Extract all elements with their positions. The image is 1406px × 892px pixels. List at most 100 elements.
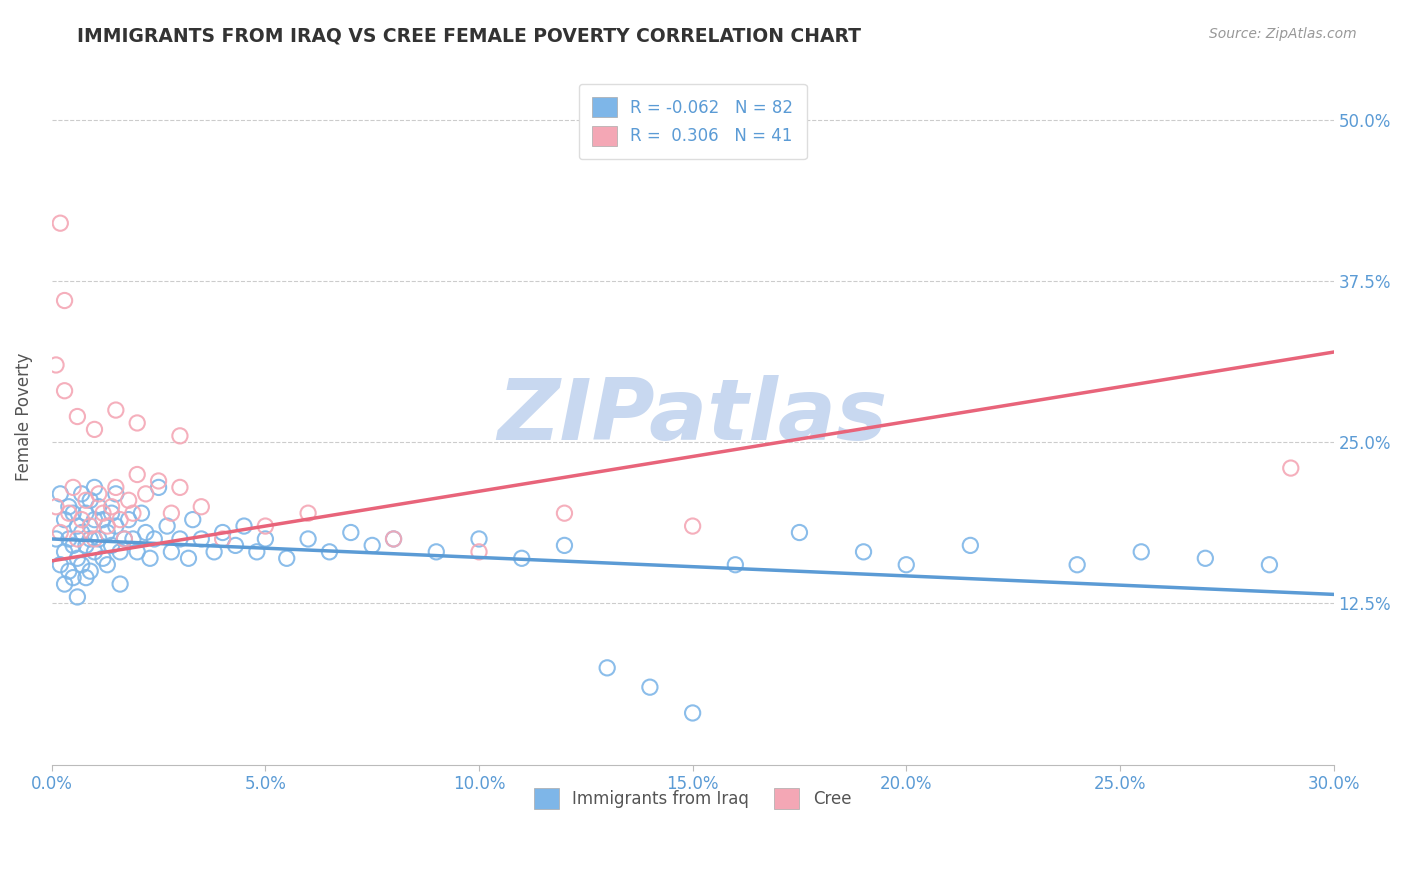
Point: [75, 538, 97, 552]
Point: [127, 416, 149, 430]
Point: [122, 506, 145, 520]
Point: [148, 480, 170, 494]
Point: [468, 545, 491, 559]
Text: IMMIGRANTS FROM IRAQ VS CREE FEMALE POVERTY CORRELATION CHART: IMMIGRANTS FROM IRAQ VS CREE FEMALE POVE…: [77, 27, 862, 45]
Point: [190, 500, 212, 514]
Point: [75, 506, 97, 520]
Point: [91, 506, 114, 520]
Point: [246, 545, 269, 559]
Point: [112, 532, 135, 546]
Point: [53, 545, 76, 559]
Point: [49, 525, 72, 540]
Point: [318, 545, 340, 559]
Point: [91, 513, 114, 527]
Point: [297, 532, 319, 546]
Point: [131, 506, 153, 520]
Point: [53, 513, 76, 527]
Point: [211, 525, 233, 540]
Point: [682, 519, 704, 533]
Point: [100, 500, 122, 514]
Point: [53, 293, 76, 308]
Point: [66, 519, 89, 533]
Point: [118, 493, 141, 508]
Point: [297, 506, 319, 520]
Point: [135, 525, 157, 540]
Point: [91, 551, 114, 566]
Point: [169, 480, 191, 494]
Point: [160, 545, 183, 559]
Point: [53, 384, 76, 398]
Point: [169, 532, 191, 546]
Point: [66, 590, 89, 604]
Point: [49, 558, 72, 572]
Point: [169, 429, 191, 443]
Point: [156, 519, 179, 533]
Point: [118, 513, 141, 527]
Point: [1258, 558, 1281, 572]
Legend: Immigrants from Iraq, Cree: Immigrants from Iraq, Cree: [527, 781, 858, 815]
Point: [724, 558, 747, 572]
Point: [45, 532, 67, 546]
Point: [1194, 551, 1216, 566]
Point: [190, 532, 212, 546]
Point: [83, 480, 105, 494]
Point: [75, 571, 97, 585]
Text: ZIPatlas: ZIPatlas: [498, 375, 887, 458]
Point: [181, 513, 204, 527]
Point: [202, 545, 225, 559]
Point: [553, 506, 575, 520]
Point: [638, 680, 661, 694]
Point: [959, 538, 981, 552]
Point: [108, 513, 131, 527]
Point: [62, 538, 84, 552]
Point: [139, 551, 162, 566]
Point: [160, 506, 183, 520]
Point: [148, 474, 170, 488]
Point: [79, 532, 101, 546]
Point: [361, 538, 384, 552]
Point: [224, 538, 246, 552]
Point: [127, 467, 149, 482]
Point: [49, 216, 72, 230]
Point: [83, 422, 105, 436]
Point: [62, 571, 84, 585]
Text: Source: ZipAtlas.com: Source: ZipAtlas.com: [1209, 27, 1357, 41]
Point: [53, 577, 76, 591]
Point: [62, 506, 84, 520]
Point: [96, 519, 118, 533]
Point: [66, 409, 89, 424]
Point: [1130, 545, 1153, 559]
Point: [70, 558, 93, 572]
Point: [104, 487, 127, 501]
Point: [83, 545, 105, 559]
Point: [87, 532, 110, 546]
Point: [143, 532, 166, 546]
Point: [66, 551, 89, 566]
Point: [108, 545, 131, 559]
Point: [211, 532, 233, 546]
Point: [83, 513, 105, 527]
Point: [87, 487, 110, 501]
Point: [66, 532, 89, 546]
Point: [510, 551, 533, 566]
Point: [70, 487, 93, 501]
Point: [70, 513, 93, 527]
Point: [1066, 558, 1088, 572]
Point: [58, 532, 80, 546]
Y-axis label: Female Poverty: Female Poverty: [15, 352, 32, 481]
Point: [96, 558, 118, 572]
Point: [254, 532, 277, 546]
Point: [852, 545, 875, 559]
Point: [58, 500, 80, 514]
Point: [177, 551, 200, 566]
Point: [96, 525, 118, 540]
Point: [87, 500, 110, 514]
Point: [79, 519, 101, 533]
Point: [83, 532, 105, 546]
Point: [682, 706, 704, 720]
Point: [254, 519, 277, 533]
Point: [79, 564, 101, 578]
Point: [75, 493, 97, 508]
Point: [1279, 461, 1302, 475]
Point: [553, 538, 575, 552]
